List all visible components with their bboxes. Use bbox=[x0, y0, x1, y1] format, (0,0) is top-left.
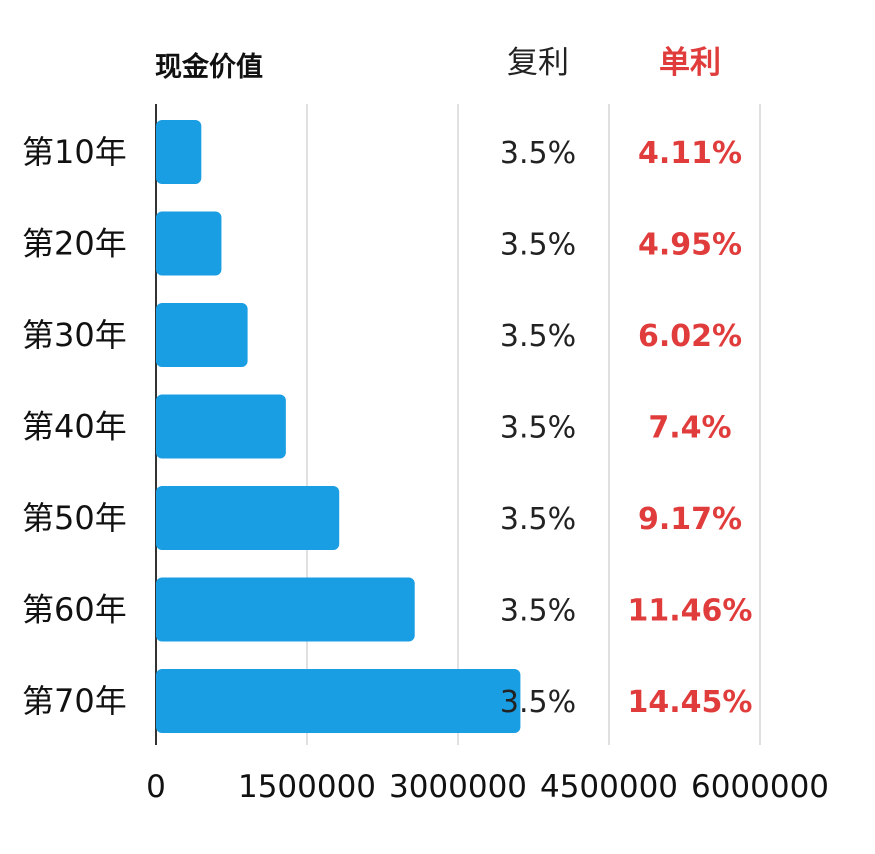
bar bbox=[156, 577, 415, 642]
bars bbox=[156, 120, 521, 733]
x-tick-label: 1500000 bbox=[238, 769, 376, 805]
category-label: 第60年 bbox=[22, 591, 127, 629]
x-tick-label: 4500000 bbox=[540, 769, 678, 805]
labels: 现金价值 复利 单利 0 1500000 3000000 4500000 6000000… bbox=[22, 45, 829, 805]
x-tick-label: 6000000 bbox=[691, 769, 829, 805]
compound-rate-value: 3.5% bbox=[500, 502, 576, 537]
simple-header: 单利 bbox=[659, 45, 721, 81]
bar bbox=[156, 669, 521, 733]
compound-rate-value: 3.5% bbox=[500, 411, 576, 446]
simple-rate-value: 4.11% bbox=[638, 136, 742, 171]
simple-rate-value: 6.02% bbox=[638, 319, 742, 354]
simple-rate-value: 7.4% bbox=[648, 411, 731, 446]
simple-rate-value: 4.95% bbox=[638, 228, 742, 263]
simple-rate-value: 9.17% bbox=[638, 502, 742, 537]
compound-rate-value: 3.5% bbox=[500, 594, 576, 629]
simple-rate-value: 14.45% bbox=[628, 685, 753, 720]
category-label: 第10年 bbox=[22, 133, 127, 171]
bar bbox=[156, 211, 222, 276]
bar bbox=[156, 303, 248, 367]
category-label: 第40年 bbox=[22, 408, 127, 446]
simple-rate-value: 11.46% bbox=[628, 594, 753, 629]
bar bbox=[156, 120, 202, 184]
compound-rate-value: 3.5% bbox=[500, 685, 576, 720]
chart-title: 现金价值 bbox=[155, 51, 263, 83]
category-label: 第50年 bbox=[22, 499, 127, 537]
bar bbox=[156, 394, 286, 459]
category-label: 第30年 bbox=[22, 316, 127, 354]
category-label: 第20年 bbox=[22, 225, 127, 263]
bar bbox=[156, 486, 340, 550]
x-tick-label: 0 bbox=[146, 769, 166, 805]
compound-header: 复利 bbox=[507, 45, 569, 81]
category-label: 第70年 bbox=[22, 682, 127, 720]
compound-rate-value: 3.5% bbox=[500, 319, 576, 354]
x-tick-label: 3000000 bbox=[389, 769, 527, 805]
compound-rate-value: 3.5% bbox=[500, 136, 576, 171]
compound-rate-value: 3.5% bbox=[500, 228, 576, 263]
